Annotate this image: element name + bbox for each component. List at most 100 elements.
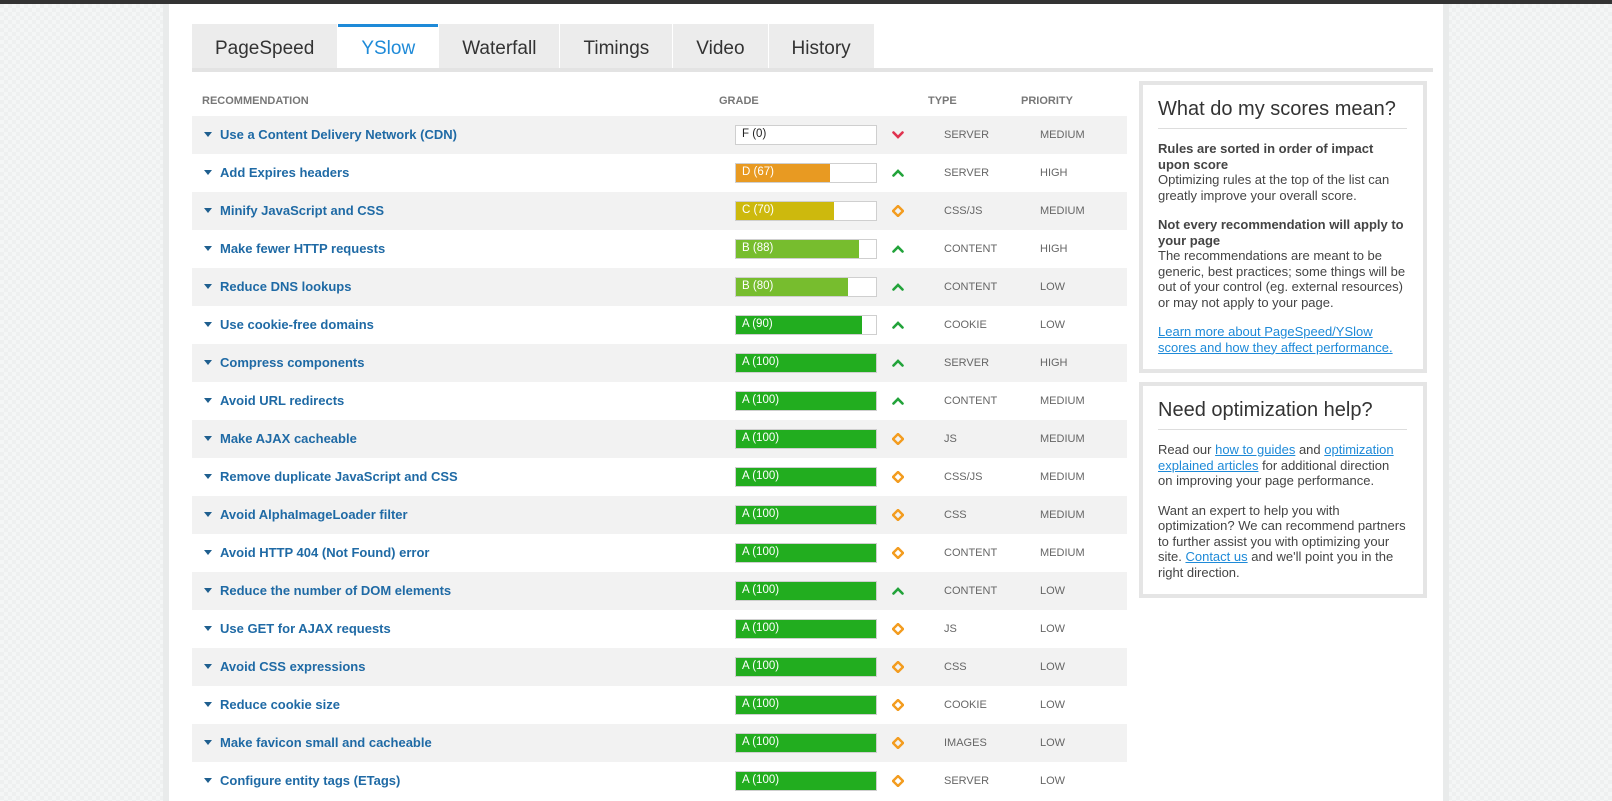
tab-yslow[interactable]: YSlow	[338, 24, 439, 70]
grade-label: A (100)	[742, 356, 780, 368]
recommendation-link[interactable]: Avoid CSS expressions	[220, 659, 366, 674]
optimization-articles-link[interactable]: optimization explained articles	[1158, 442, 1394, 473]
grade-bar: A (100)	[735, 733, 877, 753]
grade-bar: A (100)	[735, 657, 877, 677]
recommendation-link[interactable]: Compress components	[220, 355, 365, 370]
table-row[interactable]: Configure entity tags (ETags) A (100) SERV…	[192, 762, 1127, 800]
expand-caret-icon[interactable]	[204, 360, 212, 365]
grade-bar-fill	[736, 240, 859, 258]
table-row[interactable]: Use cookie-free domains A (90) COOKIE LOW	[192, 306, 1127, 344]
recommendation-link[interactable]: Make fewer HTTP requests	[220, 241, 386, 256]
recommendation-link[interactable]: Reduce the number of DOM elements	[220, 583, 452, 598]
grade-bar: D (67)	[735, 163, 877, 183]
expand-caret-icon[interactable]	[204, 740, 212, 745]
table-row[interactable]: Remove duplicate JavaScript and CSS A (10…	[192, 458, 1127, 496]
table-row[interactable]: Avoid HTTP 404 (Not Found) error A (100) C…	[192, 534, 1127, 572]
expand-caret-icon[interactable]	[204, 626, 212, 631]
table-row[interactable]: Minify JavaScript and CSS C (70) CSS/JS MED…	[192, 192, 1127, 230]
recommendation-link[interactable]: Make AJAX cacheable	[220, 431, 357, 446]
recommendation-link[interactable]: Reduce DNS lookups	[220, 279, 352, 294]
expand-caret-icon[interactable]	[204, 398, 212, 403]
table-row[interactable]: Use a Content Delivery Network (CDN) F (0…	[192, 116, 1127, 154]
table-row[interactable]: Make AJAX cacheable A (100) JS MEDIUM	[192, 420, 1127, 458]
expand-caret-icon[interactable]	[204, 474, 212, 479]
tab-pagespeed[interactable]: PageSpeed	[192, 24, 338, 70]
recommendation-link[interactable]: Avoid HTTP 404 (Not Found) error	[220, 545, 430, 560]
grade-label: F (0)	[742, 128, 767, 140]
grade-label: A (90)	[742, 318, 773, 330]
grade-label: A (100)	[742, 736, 780, 748]
grade-bar-fill	[736, 658, 876, 676]
diamond-icon	[892, 699, 904, 711]
tab-timings[interactable]: Timings	[560, 24, 673, 70]
type-label: SERVER	[944, 167, 990, 179]
grade-label: B (80)	[742, 280, 774, 292]
expand-caret-icon[interactable]	[204, 284, 212, 289]
tab-history[interactable]: History	[768, 24, 874, 70]
expand-caret-icon[interactable]	[204, 550, 212, 555]
table-row[interactable]: Avoid AlphaImageLoader filter A (100) CSS M…	[192, 496, 1127, 534]
table-row[interactable]: Add Expires headers D (67) SERVER HIGH	[192, 154, 1127, 192]
grade-bar-fill	[736, 772, 876, 790]
grade-bar: A (100)	[735, 391, 877, 411]
expand-caret-icon[interactable]	[204, 246, 212, 251]
type-label: SERVER	[944, 775, 990, 787]
learn-more-link[interactable]: Learn more about PageSpeed/YSlow scores …	[1158, 324, 1393, 355]
recommendation-link[interactable]: Reduce cookie size	[220, 697, 340, 712]
chevron-up-icon	[892, 397, 904, 405]
diamond-icon	[892, 205, 904, 217]
tab-video[interactable]: Video	[673, 24, 768, 70]
expand-caret-icon[interactable]	[204, 208, 212, 213]
table-row[interactable]: Reduce the number of DOM elements A (100)…	[192, 572, 1127, 610]
priority-label: LOW	[1040, 585, 1066, 597]
priority-label: MEDIUM	[1040, 509, 1085, 521]
recommendation-link[interactable]: Avoid AlphaImageLoader filter	[220, 507, 408, 522]
table-row[interactable]: Avoid URL redirects A (100) CONTENT MEDIUM	[192, 382, 1127, 420]
recommendation-link[interactable]: Use GET for AJAX requests	[220, 621, 391, 636]
contact-us-link[interactable]: Contact us	[1185, 549, 1248, 564]
grade-label: A (100)	[742, 394, 780, 406]
priority-label: HIGH	[1040, 243, 1068, 255]
expand-caret-icon[interactable]	[204, 436, 212, 441]
recommendation-link[interactable]: Avoid URL redirects	[220, 393, 345, 408]
tab-waterfall[interactable]: Waterfall	[439, 24, 560, 70]
table-row[interactable]: Make fewer HTTP requests B (88) CONTENT HIG…	[192, 230, 1127, 268]
scores-box-paragraph-1: Rules are sorted in order of impact upon…	[1158, 141, 1407, 203]
recommendation-link[interactable]: Make favicon small and cacheable	[220, 735, 432, 750]
table-row[interactable]: Avoid CSS expressions A (100) CSS LOW	[192, 648, 1127, 686]
recommendation-link[interactable]: Configure entity tags (ETags)	[220, 773, 401, 788]
header-grade: GRADE	[719, 95, 759, 107]
priority-label: MEDIUM	[1040, 129, 1085, 141]
table-row[interactable]: Reduce DNS lookups B (80) CONTENT LOW	[192, 268, 1127, 306]
help-box-paragraph-1: Read our how to guides and optimization …	[1158, 442, 1407, 489]
type-label: CONTENT	[944, 585, 998, 597]
recommendation-link[interactable]: Use a Content Delivery Network (CDN)	[220, 127, 457, 142]
table-row[interactable]: Compress components A (100) SERVER HIGH	[192, 344, 1127, 382]
grade-label: B (88)	[742, 242, 774, 254]
recommendation-link[interactable]: Minify JavaScript and CSS	[220, 203, 384, 218]
how-to-guides-link[interactable]: how to guides	[1215, 442, 1296, 457]
recommendation-link[interactable]: Add Expires headers	[220, 165, 350, 180]
grade-bar-fill	[736, 582, 876, 600]
grade-label: D (67)	[742, 166, 774, 178]
recommendation-link[interactable]: Remove duplicate JavaScript and CSS	[220, 469, 458, 484]
help-p1-text-a: Read our	[1158, 442, 1216, 457]
grade-bar: C (70)	[735, 201, 877, 221]
expand-caret-icon[interactable]	[204, 322, 212, 327]
expand-caret-icon[interactable]	[204, 664, 212, 669]
table-row[interactable]: Use GET for AJAX requests A (100) JS LOW	[192, 610, 1127, 648]
priority-label: MEDIUM	[1040, 547, 1085, 559]
grade-label: C (70)	[742, 204, 774, 216]
expand-caret-icon[interactable]	[204, 170, 212, 175]
expand-caret-icon[interactable]	[204, 702, 212, 707]
type-label: SERVER	[944, 357, 990, 369]
grade-bar-fill	[736, 620, 876, 638]
expand-caret-icon[interactable]	[204, 132, 212, 137]
table-row[interactable]: Make favicon small and cacheable A (100) I…	[192, 724, 1127, 762]
expand-caret-icon[interactable]	[204, 778, 212, 783]
expand-caret-icon[interactable]	[204, 512, 212, 517]
expand-caret-icon[interactable]	[204, 588, 212, 593]
grade-label: A (100)	[742, 546, 780, 558]
table-row[interactable]: Reduce cookie size A (100) COOKIE LOW	[192, 686, 1127, 724]
recommendation-link[interactable]: Use cookie-free domains	[220, 317, 374, 332]
